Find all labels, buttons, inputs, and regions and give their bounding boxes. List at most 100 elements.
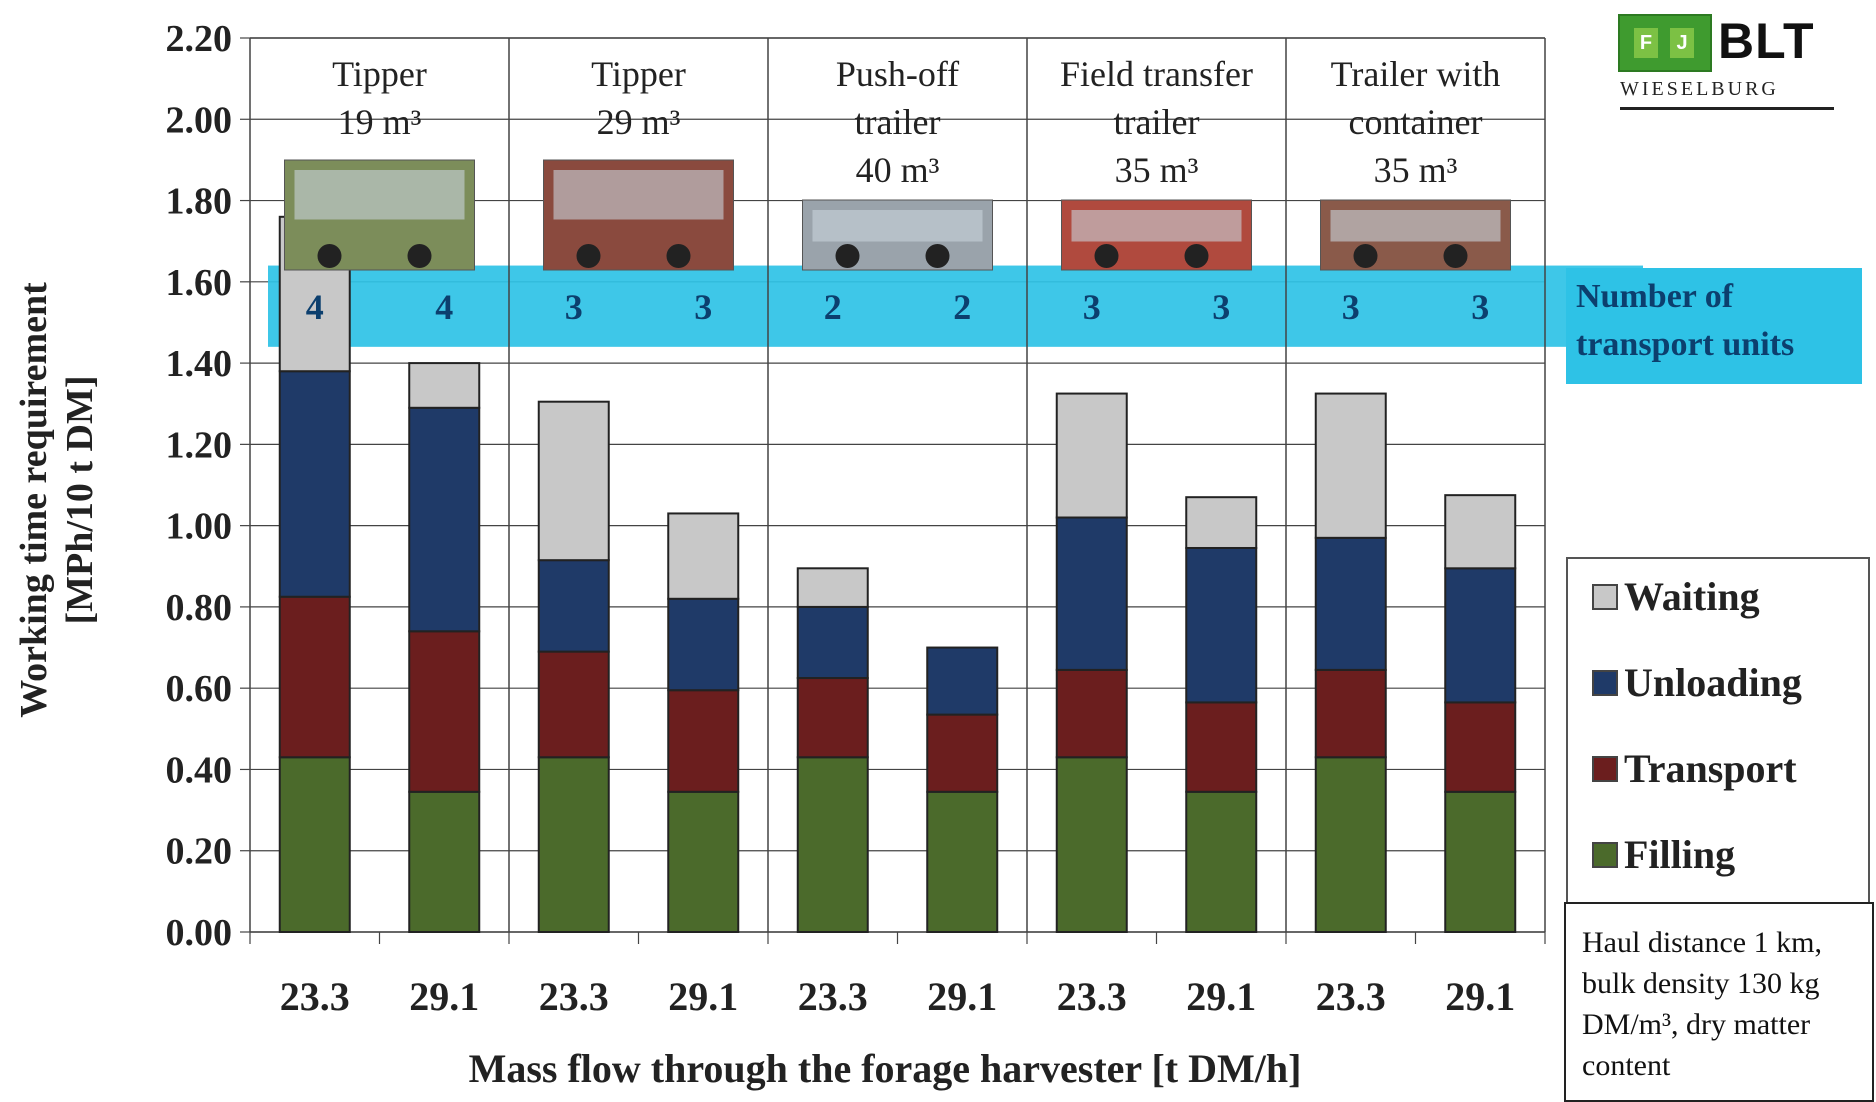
- y-tick-label: 0.20: [166, 831, 233, 873]
- bar-waiting-7: [1055, 392, 1128, 519]
- bar-transport-8: [1185, 701, 1258, 793]
- bar-waiting-10: [1444, 494, 1517, 570]
- y-tick-label: 2.00: [166, 99, 233, 141]
- bar-unloading-6: [926, 646, 999, 716]
- vehicle-photo-sky: [1071, 210, 1242, 242]
- bar-transport-6: [926, 713, 999, 793]
- y-tick-label: 2.20: [166, 18, 233, 60]
- y-tick-label: 0.40: [166, 749, 233, 791]
- transport-units-band: [268, 265, 1643, 347]
- transport-units-count: 3: [1212, 287, 1230, 327]
- transport-units-label-line1: Number of: [1576, 278, 1734, 315]
- x-tick-label: 23.3: [280, 974, 350, 1019]
- transport-units-count: 3: [1342, 287, 1360, 327]
- y-tick-label: 0.60: [166, 668, 233, 710]
- vehicle-photo-wheel: [317, 244, 342, 268]
- blt-logo: F J BLT WIESELBURG: [1612, 8, 1842, 118]
- x-tick-label: 29.1: [927, 974, 997, 1019]
- logo-brand: BLT: [1718, 13, 1815, 69]
- bar-unloading-1: [278, 370, 351, 598]
- group-header-line: 29 m³: [597, 102, 681, 142]
- x-tick-label: 29.1: [1445, 974, 1515, 1019]
- legend-item-transport: Transport: [1592, 745, 1797, 791]
- vehicle-photo-wheel: [1094, 244, 1119, 268]
- logo-letter-f: F: [1634, 28, 1658, 58]
- x-tick-label: 29.1: [668, 974, 738, 1019]
- bar-unloading-5: [796, 605, 869, 680]
- group-header-line: Tipper: [591, 54, 686, 94]
- transport-units-count: 3: [565, 287, 583, 327]
- transport-units-count: 4: [306, 287, 324, 327]
- group-header-line: trailer: [855, 102, 941, 142]
- bar-unloading-4: [667, 597, 740, 692]
- transport-units-count: 4: [435, 287, 453, 327]
- bar-filling-8: [1185, 790, 1258, 934]
- legend-swatch-transport: [1592, 755, 1618, 782]
- y-axis-title-line2: [MPh/10 t DM]: [59, 375, 101, 624]
- transport-units-count: 3: [1471, 287, 1489, 327]
- bar-transport-1: [278, 595, 351, 759]
- vehicle-photo-sky: [812, 210, 983, 242]
- group-header-line: 35 m³: [1115, 150, 1199, 190]
- legend-item-waiting: Waiting: [1592, 573, 1760, 619]
- transport-units-label: Number of transport units: [1566, 268, 1862, 384]
- legend-label-waiting: Waiting: [1624, 574, 1760, 619]
- legend-swatch-unloading: [1592, 669, 1618, 696]
- bar-waiting-8: [1185, 496, 1258, 549]
- y-tick-label: 1.80: [166, 181, 233, 223]
- bar-unloading-8: [1185, 546, 1258, 704]
- bar-filling-4: [667, 790, 740, 934]
- x-tick-label: 23.3: [798, 974, 868, 1019]
- legend-label-unloading: Unloading: [1624, 660, 1802, 705]
- bar-transport-5: [796, 677, 869, 759]
- group-header-line: trailer: [1114, 102, 1200, 142]
- logo-letter-j: J: [1670, 28, 1694, 58]
- bar-transport-10: [1444, 701, 1517, 793]
- bar-transport-2: [408, 630, 481, 793]
- bar-waiting-9: [1314, 392, 1387, 539]
- transport-units-count: 3: [694, 287, 712, 327]
- vehicle-photo-wheel: [1443, 244, 1468, 268]
- vehicle-photo-sky: [1330, 210, 1501, 242]
- vehicle-photo-sky: [553, 170, 724, 220]
- vehicle-photo-wheel: [1184, 244, 1209, 268]
- vehicle-photo-sky: [294, 170, 465, 220]
- y-tick-label: 1.00: [166, 506, 233, 548]
- conditions-note: Haul distance 1 km, bulk density 130 kg …: [1564, 902, 1874, 1102]
- group-header-line: container: [1349, 102, 1483, 142]
- transport-units-label-line2: transport units: [1576, 326, 1795, 363]
- vehicle-photo-wheel: [407, 244, 432, 268]
- group-header-line: Trailer with: [1331, 54, 1501, 94]
- bar-waiting-2: [408, 362, 481, 409]
- x-tick-label: 23.3: [1057, 974, 1127, 1019]
- bar-filling-6: [926, 790, 999, 934]
- fj-badge: F J: [1618, 14, 1712, 72]
- group-header-line: Field transfer: [1060, 54, 1253, 94]
- bar-unloading-3: [537, 559, 610, 653]
- logo-subtitle: WIESELBURG: [1620, 78, 1834, 110]
- legend-label-transport: Transport: [1624, 746, 1797, 791]
- y-axis-title-line1: Working time requirement: [13, 282, 55, 718]
- bar-filling-1: [278, 756, 351, 933]
- y-tick-label: 1.40: [166, 343, 233, 385]
- group-header-line: Tipper: [332, 54, 427, 94]
- transport-units-count: 3: [1083, 287, 1101, 327]
- bar-transport-4: [667, 689, 740, 793]
- vehicle-photo-wheel: [666, 244, 691, 268]
- vehicle-photo-wheel: [925, 244, 950, 268]
- bar-unloading-2: [408, 406, 481, 633]
- bar-filling-10: [1444, 790, 1517, 934]
- legend: Waiting Unloading Transport Filling: [1566, 557, 1870, 905]
- y-tick-label: 1.20: [166, 424, 233, 466]
- group-header-line: 19 m³: [338, 102, 422, 142]
- legend-item-filling: Filling: [1592, 831, 1735, 877]
- bar-unloading-10: [1444, 567, 1517, 704]
- y-tick-label: 1.60: [166, 262, 233, 304]
- bar-filling-3: [537, 756, 610, 933]
- bar-transport-3: [537, 650, 610, 759]
- bar-waiting-4: [667, 512, 740, 600]
- group-header-line: 40 m³: [856, 150, 940, 190]
- transport-units-count: 2: [953, 287, 971, 327]
- bar-filling-2: [408, 790, 481, 934]
- x-tick-label: 29.1: [409, 974, 479, 1019]
